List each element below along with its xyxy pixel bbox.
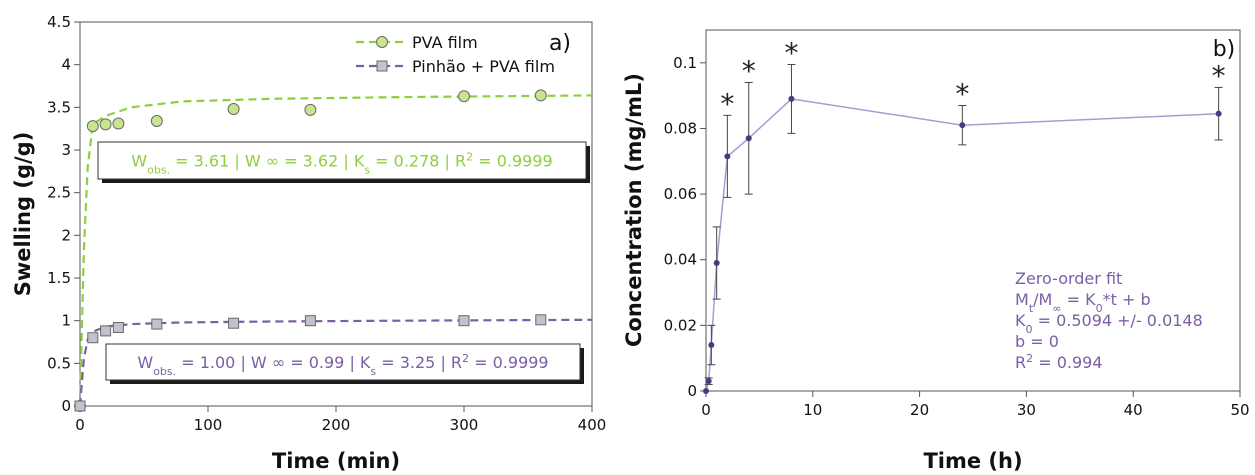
data-point-pva bbox=[150, 114, 163, 127]
data-point-concentration bbox=[708, 342, 715, 349]
data-point-concentration bbox=[705, 378, 712, 385]
fit-summary-text: Wobs. = 3.61 | W ∞ = 3.62 | Ks = 0.278 |… bbox=[131, 150, 552, 176]
data-point-pinhao bbox=[228, 317, 240, 329]
data-point-concentration bbox=[745, 135, 752, 142]
data-point-pva bbox=[112, 117, 125, 130]
y-tick-label-b: 0.08 bbox=[664, 119, 697, 137]
panel-label-a: a) bbox=[549, 31, 571, 56]
x-tick-label-a: 0 bbox=[75, 416, 85, 434]
fit-line-1 bbox=[78, 94, 593, 407]
panel-label-b: b) bbox=[1213, 37, 1236, 62]
fit-summary-box-1: Wobs. = 3.61 | W ∞ = 3.62 | Ks = 0.278 |… bbox=[97, 141, 590, 183]
data-point-pinhao bbox=[151, 318, 163, 330]
x-tick-label-a: 400 bbox=[578, 416, 607, 434]
swelling-chart: 0 100 200 300 400 0 0.5 1 1.5 2 2.5 3 3.5 4 4.5 a) PVA… bbox=[11, 13, 606, 473]
x-tick-label-b: 0 bbox=[701, 401, 711, 419]
data-point-concentration bbox=[1215, 110, 1222, 117]
fit-annotation: Zero-order fit Mt/M∞ = K0*t + bK0 = 0.509… bbox=[1015, 269, 1203, 372]
fit-annotation-line: b = 0 bbox=[1015, 332, 1059, 351]
legend-marker bbox=[376, 60, 388, 72]
x-axis-label-a: Time (min) bbox=[272, 449, 400, 473]
y-axis-label-a: Swelling (g/g) bbox=[11, 132, 35, 297]
significance-asterisk: * bbox=[784, 36, 798, 69]
x-tick-label-a: 200 bbox=[322, 416, 351, 434]
data-point-pva bbox=[304, 103, 317, 116]
fit-annotation-line: Zero-order fit bbox=[1015, 269, 1122, 288]
significance-asterisk: * bbox=[955, 77, 969, 110]
y-tick-label-a: 1 bbox=[61, 312, 71, 330]
fit-line-2 bbox=[78, 318, 593, 407]
data-point-concentration bbox=[703, 388, 709, 394]
x-tick-label-b: 50 bbox=[1230, 401, 1249, 419]
data-point-pva bbox=[227, 103, 240, 116]
data-point-concentration bbox=[713, 260, 720, 267]
y-tick-label-a: 3.5 bbox=[47, 98, 71, 116]
x-tick-label-b: 20 bbox=[910, 401, 929, 419]
data-point-concentration bbox=[959, 122, 966, 129]
x-tick-label-a: 300 bbox=[450, 416, 479, 434]
y-tick-label-a: 1.5 bbox=[47, 269, 71, 287]
data-point-pva bbox=[458, 90, 470, 103]
x-tick-label-a: 100 bbox=[194, 416, 223, 434]
y-tick-label-a: 2 bbox=[61, 226, 71, 244]
legend-label: PVA film bbox=[412, 33, 478, 52]
y-tick-label-a: 4.5 bbox=[47, 13, 71, 31]
data-point-pinhao bbox=[87, 332, 99, 344]
data-point-concentration bbox=[788, 95, 795, 102]
x-tick-label-b: 10 bbox=[803, 401, 822, 419]
legend-a: PVA film Pinhão + PVA film bbox=[356, 33, 555, 76]
data-point-pinhao bbox=[458, 315, 470, 327]
x-axis-label-b: Time (h) bbox=[923, 449, 1022, 473]
data-point-pva bbox=[99, 118, 112, 131]
y-tick-label-b: 0 bbox=[687, 382, 697, 400]
y-tick-label-b: 0.1 bbox=[673, 54, 697, 72]
legend-label: Pinhão + PVA film bbox=[412, 57, 555, 76]
plot-frame-b bbox=[705, 29, 1241, 392]
data-point-pva bbox=[534, 89, 547, 102]
y-axis-label-b: Concentration (mg/mL) bbox=[622, 73, 646, 347]
data-point-pinhao bbox=[100, 325, 112, 337]
significance-asterisk: * bbox=[1212, 59, 1226, 92]
y-tick-label-b: 0.04 bbox=[664, 251, 697, 269]
data-point-concentration bbox=[724, 153, 731, 160]
y-tick-label-a: 0.5 bbox=[47, 354, 71, 372]
fit-annotation-line: K0 = 0.5094 +/- 0.0148 bbox=[1015, 311, 1203, 336]
data-point-pinhao bbox=[535, 314, 547, 326]
fit-summary-box-2: Wobs. = 1.00 | W ∞ = 0.99 | Ks = 3.25 | … bbox=[105, 343, 584, 384]
data-point-pinhao bbox=[112, 321, 124, 333]
legend-marker bbox=[376, 36, 388, 48]
fit-annotation-line: Mt/M∞ = K0*t + b bbox=[1015, 290, 1151, 315]
x-tick-label-b: 30 bbox=[1017, 401, 1036, 419]
fit-summary-text: Wobs. = 1.00 | W ∞ = 0.99 | Ks = 3.25 | … bbox=[137, 352, 548, 378]
x-tick-label-b: 40 bbox=[1124, 401, 1143, 419]
y-tick-label-b: 0.02 bbox=[664, 316, 697, 334]
data-point-pinhao bbox=[304, 315, 316, 327]
y-tick-label-a: 2.5 bbox=[47, 184, 71, 202]
y-tick-label-a: 4 bbox=[61, 56, 71, 74]
y-tick-label-a: 3 bbox=[61, 141, 71, 159]
y-tick-label-b: 0.06 bbox=[664, 185, 697, 203]
fit-annotation-line: R2 = 0.994 bbox=[1015, 352, 1103, 373]
data-point-pinhao bbox=[74, 400, 86, 412]
y-tick-label-a: 0 bbox=[61, 397, 71, 415]
significance-asterisk: * bbox=[720, 87, 734, 120]
significance-asterisk: * bbox=[742, 55, 756, 88]
data-point-pva bbox=[86, 120, 99, 133]
